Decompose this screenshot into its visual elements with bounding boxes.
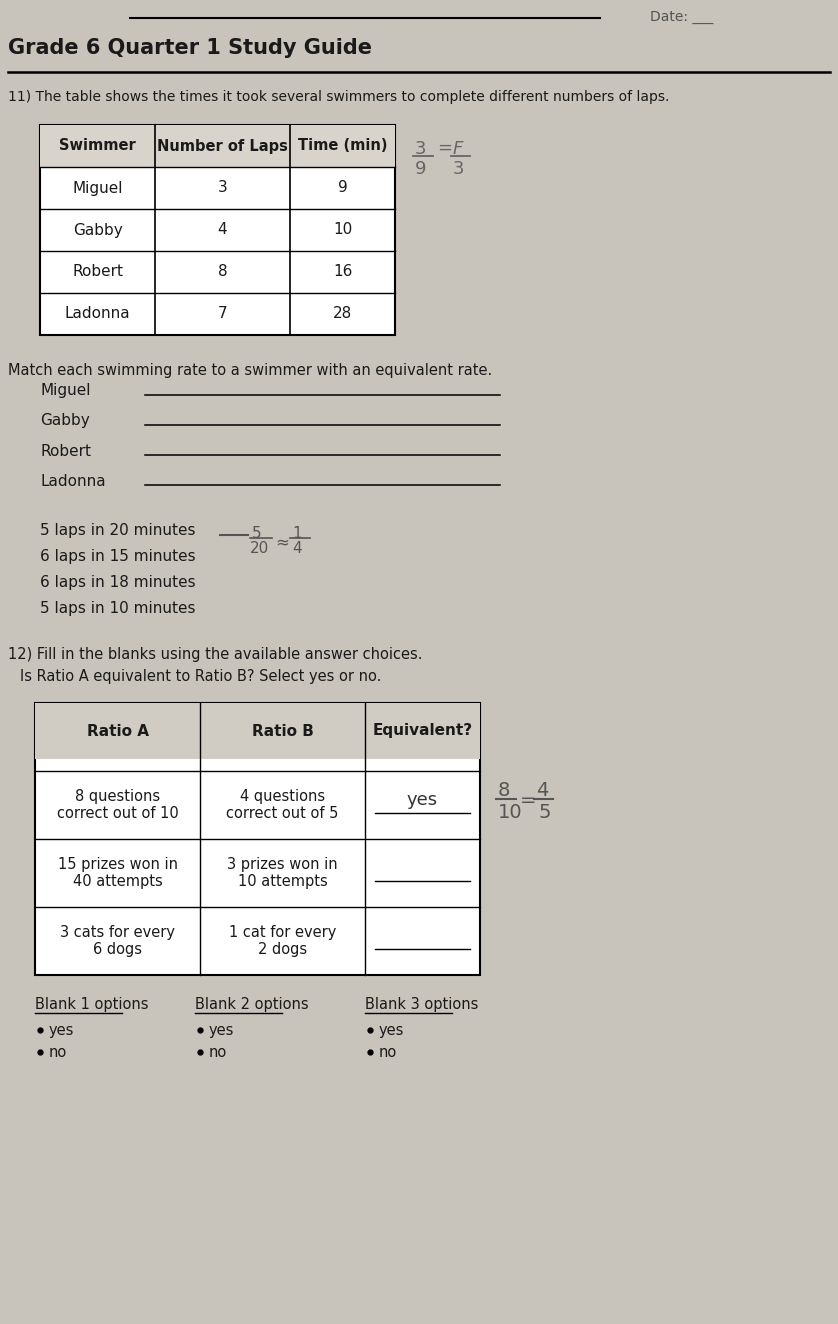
Text: 3: 3 <box>218 180 227 196</box>
Text: 4: 4 <box>218 222 227 237</box>
Text: Blank 1 options: Blank 1 options <box>35 997 148 1012</box>
Text: yes: yes <box>49 1023 75 1038</box>
Text: 4: 4 <box>536 781 548 800</box>
Text: Grade 6 Quarter 1 Study Guide: Grade 6 Quarter 1 Study Guide <box>8 38 372 58</box>
Text: Ratio A: Ratio A <box>86 723 148 739</box>
Text: 10: 10 <box>498 802 523 822</box>
Text: 20: 20 <box>250 542 269 556</box>
Text: 3 cats for every
6 dogs: 3 cats for every 6 dogs <box>60 924 175 957</box>
Text: Match each swimming rate to a swimmer with an equivalent rate.: Match each swimming rate to a swimmer wi… <box>8 363 492 377</box>
Text: 5 laps in 20 minutes: 5 laps in 20 minutes <box>40 523 195 538</box>
Text: Robert: Robert <box>40 444 91 458</box>
Text: 15 prizes won in
40 attempts: 15 prizes won in 40 attempts <box>58 857 178 890</box>
Text: 9: 9 <box>415 160 427 177</box>
Text: 3: 3 <box>453 160 464 177</box>
Text: no: no <box>49 1045 67 1061</box>
Text: Blank 2 options: Blank 2 options <box>195 997 308 1012</box>
Text: 4: 4 <box>292 542 302 556</box>
Text: Number of Laps: Number of Laps <box>157 139 288 154</box>
Text: 4 questions
correct out of 5: 4 questions correct out of 5 <box>226 789 339 821</box>
Text: Robert: Robert <box>72 265 123 279</box>
Text: yes: yes <box>209 1023 235 1038</box>
Text: Gabby: Gabby <box>40 413 90 429</box>
Bar <box>40 124 395 167</box>
Text: 28: 28 <box>333 306 352 322</box>
Text: no: no <box>209 1045 227 1061</box>
Text: 5: 5 <box>538 802 551 822</box>
Text: yes: yes <box>379 1023 405 1038</box>
Text: 16: 16 <box>333 265 352 279</box>
Text: =: = <box>437 139 452 158</box>
Text: Swimmer: Swimmer <box>59 139 136 154</box>
Text: 10: 10 <box>333 222 352 237</box>
Text: =: = <box>520 790 536 810</box>
Text: Ratio B: Ratio B <box>251 723 313 739</box>
Text: 8: 8 <box>498 781 510 800</box>
Text: Time (min): Time (min) <box>297 139 387 154</box>
Text: Miguel: Miguel <box>40 384 91 399</box>
Bar <box>35 703 480 759</box>
Text: F: F <box>453 140 463 158</box>
Text: Ladonna: Ladonna <box>40 474 106 489</box>
Bar <box>40 124 395 335</box>
Text: Ladonna: Ladonna <box>65 306 131 322</box>
Bar <box>35 703 480 974</box>
Text: 8 questions
correct out of 10: 8 questions correct out of 10 <box>57 789 178 821</box>
Text: 11) The table shows the times it took several swimmers to complete different num: 11) The table shows the times it took se… <box>8 90 670 105</box>
Text: 1 cat for every
2 dogs: 1 cat for every 2 dogs <box>229 924 336 957</box>
Text: 7: 7 <box>218 306 227 322</box>
Text: 6 laps in 15 minutes: 6 laps in 15 minutes <box>40 549 195 564</box>
Text: Gabby: Gabby <box>73 222 122 237</box>
Text: yes: yes <box>407 790 438 809</box>
Text: ≈: ≈ <box>275 534 289 551</box>
Text: 12) Fill in the blanks using the available answer choices.: 12) Fill in the blanks using the availab… <box>8 647 422 662</box>
Text: Miguel: Miguel <box>72 180 122 196</box>
Text: 1: 1 <box>292 526 302 542</box>
Text: 5: 5 <box>252 526 261 542</box>
Text: Is Ratio A equivalent to Ratio B? Select yes or no.: Is Ratio A equivalent to Ratio B? Select… <box>20 669 381 685</box>
Text: no: no <box>379 1045 397 1061</box>
Text: Date: ___: Date: ___ <box>650 11 713 24</box>
Text: 3 prizes won in
10 attempts: 3 prizes won in 10 attempts <box>227 857 338 890</box>
Text: 5 laps in 10 minutes: 5 laps in 10 minutes <box>40 601 195 616</box>
Text: 8: 8 <box>218 265 227 279</box>
Text: Blank 3 options: Blank 3 options <box>365 997 478 1012</box>
Text: 9: 9 <box>338 180 348 196</box>
Text: 3: 3 <box>415 140 427 158</box>
Text: 6 laps in 18 minutes: 6 laps in 18 minutes <box>40 575 195 591</box>
Text: Equivalent?: Equivalent? <box>372 723 473 739</box>
